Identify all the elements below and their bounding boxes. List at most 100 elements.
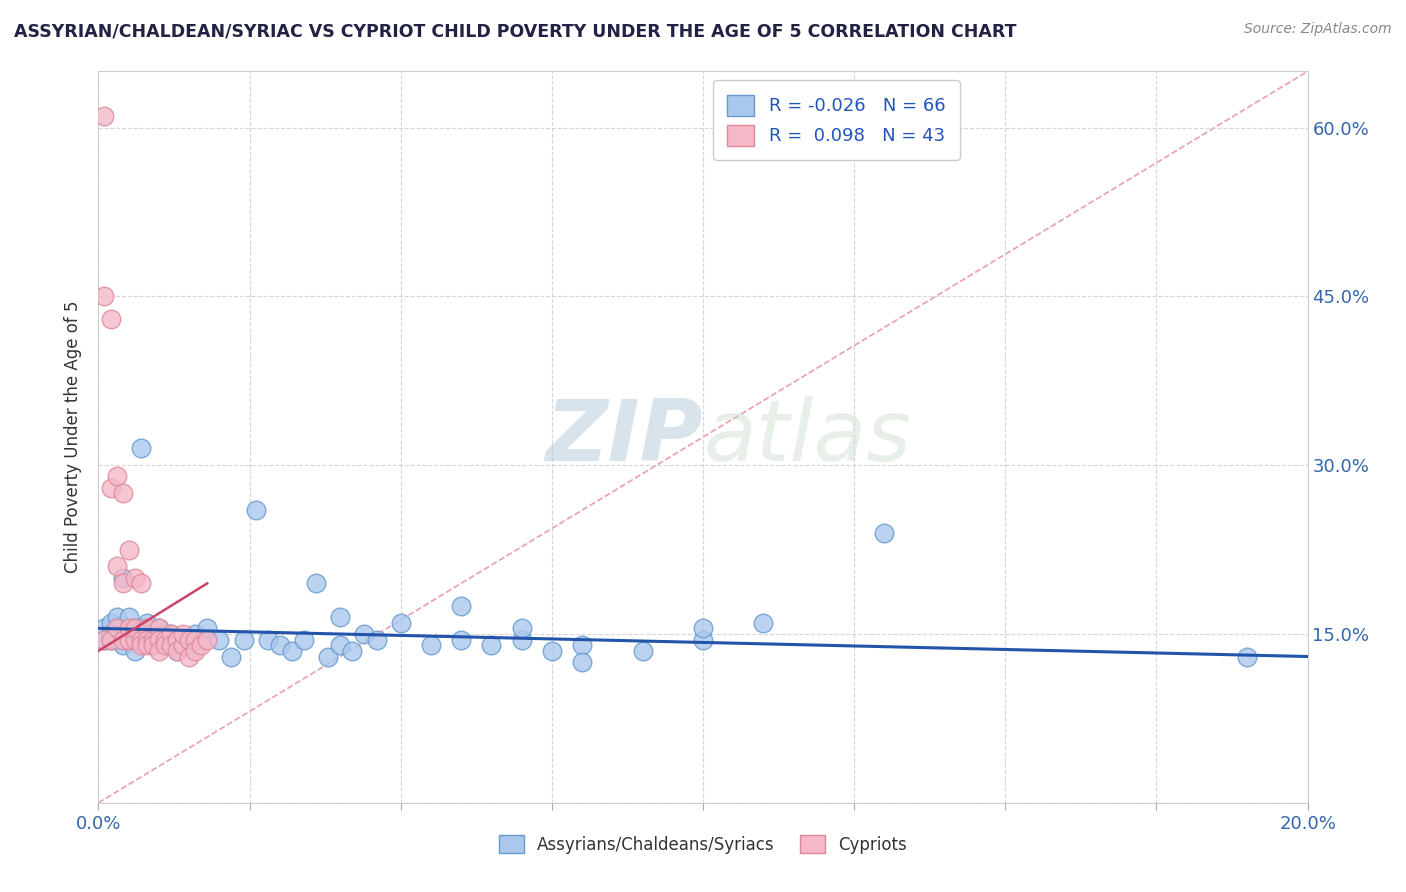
Point	[281, 644, 304, 658]
Point	[873, 525, 896, 540]
Point	[342, 644, 364, 658]
Point	[142, 638, 165, 652]
Point	[153, 632, 176, 647]
Point	[111, 638, 134, 652]
Point	[256, 632, 278, 647]
Point	[208, 632, 231, 647]
Point	[118, 632, 141, 647]
Point	[148, 632, 170, 647]
Point	[111, 627, 134, 641]
Point	[100, 627, 122, 641]
Point	[316, 649, 339, 664]
Point	[195, 632, 218, 647]
Point	[153, 627, 176, 641]
Point	[166, 644, 188, 658]
Point	[692, 621, 714, 635]
Point	[124, 632, 146, 647]
Point	[142, 632, 165, 647]
Point	[93, 289, 115, 303]
Point	[510, 632, 533, 647]
Text: ASSYRIAN/CHALDEAN/SYRIAC VS CYPRIOT CHILD POVERTY UNDER THE AGE OF 5 CORRELATION: ASSYRIAN/CHALDEAN/SYRIAC VS CYPRIOT CHIL…	[14, 22, 1017, 40]
Point	[148, 621, 170, 635]
Point	[124, 644, 146, 658]
Point	[450, 632, 472, 647]
Point	[329, 610, 352, 624]
Point	[450, 599, 472, 613]
Point	[160, 627, 183, 641]
Point	[118, 621, 141, 635]
Point	[93, 632, 115, 647]
Point	[100, 615, 122, 630]
Point	[481, 638, 503, 652]
Point	[221, 649, 243, 664]
Point	[135, 621, 157, 635]
Point	[142, 627, 165, 641]
Point	[420, 638, 443, 652]
Point	[105, 621, 128, 635]
Point	[118, 542, 141, 557]
Point	[184, 627, 207, 641]
Point	[111, 486, 134, 500]
Text: Source: ZipAtlas.com: Source: ZipAtlas.com	[1244, 22, 1392, 37]
Point	[190, 638, 212, 652]
Point	[389, 615, 412, 630]
Point	[329, 638, 352, 652]
Point	[118, 621, 141, 635]
Point	[179, 649, 201, 664]
Point	[135, 632, 157, 647]
Point	[292, 632, 315, 647]
Point	[353, 627, 375, 641]
Point	[179, 638, 201, 652]
Point	[93, 621, 115, 635]
Point	[631, 644, 654, 658]
Point	[135, 638, 157, 652]
Point	[118, 610, 141, 624]
Point	[124, 621, 146, 635]
Point	[153, 632, 176, 647]
Point	[148, 621, 170, 635]
Point	[118, 632, 141, 647]
Point	[100, 481, 122, 495]
Point	[129, 632, 152, 647]
Point	[135, 632, 157, 647]
Point	[305, 576, 328, 591]
Point	[510, 621, 533, 635]
Point	[129, 621, 152, 635]
Point	[1236, 649, 1258, 664]
Point	[172, 627, 194, 641]
Point	[93, 632, 115, 647]
Point	[111, 571, 134, 585]
Point	[100, 632, 122, 647]
Point	[571, 638, 593, 652]
Point	[105, 632, 128, 647]
Legend: Assyrians/Chaldeans/Syriacs, Cypriots: Assyrians/Chaldeans/Syriacs, Cypriots	[492, 829, 914, 860]
Point	[179, 632, 201, 647]
Point	[160, 627, 183, 641]
Point	[692, 632, 714, 647]
Point	[105, 559, 128, 574]
Point	[93, 109, 115, 123]
Point	[142, 638, 165, 652]
Point	[232, 632, 254, 647]
Point	[111, 632, 134, 647]
Point	[160, 638, 183, 652]
Point	[105, 469, 128, 483]
Point	[129, 576, 152, 591]
Text: ZIP: ZIP	[546, 395, 703, 479]
Point	[195, 621, 218, 635]
Point	[166, 632, 188, 647]
Point	[166, 644, 188, 658]
Point	[124, 621, 146, 635]
Point	[105, 621, 128, 635]
Point	[752, 615, 775, 630]
Point	[269, 638, 291, 652]
Point	[172, 638, 194, 652]
Point	[366, 632, 388, 647]
Point	[184, 644, 207, 658]
Point	[129, 632, 152, 647]
Point	[129, 638, 152, 652]
Point	[148, 644, 170, 658]
Point	[129, 442, 152, 456]
Point	[153, 638, 176, 652]
Point	[111, 576, 134, 591]
